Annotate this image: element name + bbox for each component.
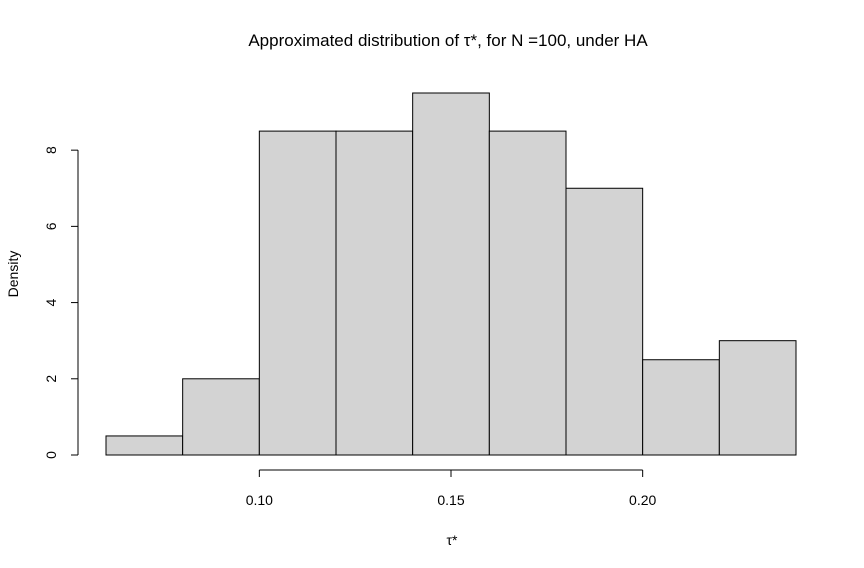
histogram-bar: [335, 130, 414, 456]
y-axis-label: Density: [5, 251, 21, 298]
histogram-bar: [105, 435, 184, 456]
x-tick-label: 0.15: [437, 492, 464, 508]
y-tick-label: 8: [43, 146, 59, 154]
histogram-bar: [642, 359, 720, 456]
x-axis: 0.10 0.15 0.20: [246, 469, 657, 508]
chart-title: Approximated distribution of τ*, for N =…: [248, 31, 648, 50]
histogram-bar: [488, 130, 567, 456]
histogram-bar: [412, 92, 490, 456]
y-tick-label: 0: [43, 451, 59, 459]
histogram-bar: [258, 130, 337, 456]
y-axis: 0 2 4 6 8: [43, 146, 79, 459]
x-tick-label: 0.10: [246, 492, 273, 508]
y-tick-label: 6: [43, 222, 59, 230]
histogram-bar: [182, 378, 260, 456]
y-tick-label: 4: [43, 298, 59, 306]
x-axis-label: τ*: [447, 532, 459, 548]
histogram-bar: [565, 187, 644, 456]
histogram-bar: [718, 340, 797, 456]
y-tick-label: 2: [43, 375, 59, 383]
x-tick-label: 0.20: [629, 492, 656, 508]
bars-group: [105, 92, 797, 456]
